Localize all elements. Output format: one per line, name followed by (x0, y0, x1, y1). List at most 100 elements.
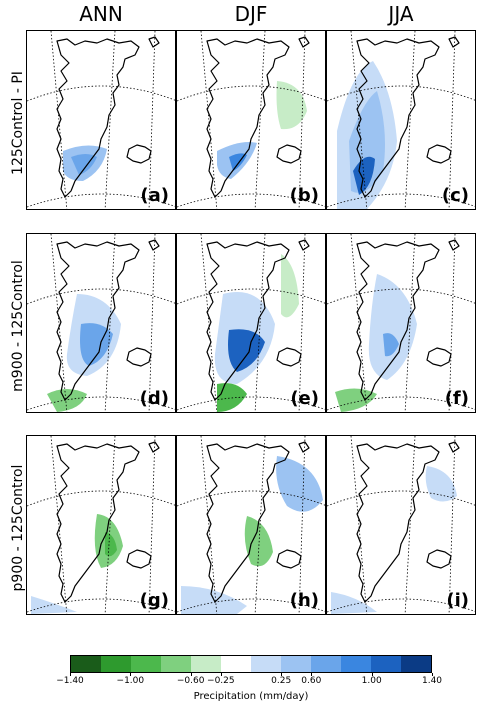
anomaly-shading-3 (47, 389, 87, 412)
greenland-coastline (56, 241, 140, 401)
anomaly-shading-1 (276, 456, 323, 512)
anomaly-shading-2 (383, 333, 399, 357)
graticule-line-5 (448, 31, 456, 209)
map-panel-3: (c) (326, 30, 476, 210)
colorbar-segment-1 (71, 656, 101, 672)
greenland-coastline (356, 241, 440, 401)
colorbar-tick-label: 1.00 (361, 676, 382, 686)
iceland-coastline (426, 347, 452, 367)
anomaly-shading-2 (228, 329, 265, 372)
graticule-line-5 (448, 436, 456, 614)
anomaly-shading-2 (105, 532, 117, 557)
greenland-coastline (56, 443, 140, 603)
anomaly-shading-1 (425, 466, 457, 502)
graticule-line-5 (148, 234, 156, 412)
map-drawing (327, 234, 475, 412)
greenland-coastline (206, 241, 290, 401)
graticule-line-2 (27, 396, 175, 411)
graticule-line-4 (404, 436, 416, 614)
column-title-djf: DJF (234, 2, 268, 26)
graticule-line-2 (327, 193, 475, 208)
map-drawing (27, 31, 175, 209)
colorbar-segment-11 (371, 656, 401, 672)
colorbar-segment-6 (221, 656, 251, 672)
graticule-line-1 (27, 490, 175, 507)
graticule-line-5 (298, 234, 306, 412)
greenland-coastline (206, 443, 290, 603)
anomaly-shading-1 (276, 81, 307, 130)
graticule-line-2 (27, 598, 175, 613)
graticule-line-3 (350, 436, 368, 614)
row-title-3: p900 - 125Control (10, 464, 26, 592)
colorbar-segment-4 (161, 656, 191, 672)
colorbar (70, 655, 432, 673)
iceland-coastline (126, 549, 152, 569)
svalbard-coastline (148, 441, 160, 453)
graticule-line-3 (50, 234, 68, 412)
iceland-coastline (276, 347, 302, 367)
iceland-coastline (426, 549, 452, 569)
graticule-line-1 (27, 288, 175, 305)
map-panel-1: (a) (26, 30, 176, 210)
svalbard-coastline (148, 239, 160, 251)
iceland-coastline (276, 549, 302, 569)
graticule-line-2 (177, 396, 325, 411)
colorbar-segment-7 (251, 656, 281, 672)
graticule-line-3 (200, 436, 218, 614)
panel-label: (e) (290, 388, 319, 409)
colorbar-tick-mark (371, 673, 373, 676)
row-title-2: m900 - 125Control (10, 260, 26, 392)
anomaly-shading-2 (331, 592, 377, 614)
colorbar-tick-label: −1.00 (116, 676, 145, 686)
graticule-line-3 (50, 436, 68, 614)
colorbar-tick-mark (311, 673, 313, 676)
svalbard-coastline (448, 36, 460, 48)
svalbard-coastline (148, 36, 160, 48)
map-drawing (177, 234, 325, 412)
anomaly-shading-3 (281, 254, 299, 318)
map-drawing (177, 31, 325, 209)
graticule-line-3 (350, 31, 368, 209)
iceland-coastline (426, 144, 452, 164)
greenland-coastline (356, 443, 440, 603)
colorbar-segment-10 (341, 656, 371, 672)
map-drawing (327, 31, 475, 209)
graticule-line-2 (327, 598, 475, 613)
graticule-line-1 (177, 490, 325, 507)
colorbar-segment-5 (191, 656, 221, 672)
graticule-line-1 (177, 85, 325, 102)
graticule-line-2 (177, 193, 325, 208)
svalbard-coastline (298, 239, 310, 251)
colorbar-tick-mark (70, 673, 71, 676)
svalbard-coastline (448, 239, 460, 251)
map-panel-8: (h) (176, 435, 326, 615)
graticule-line-4 (104, 31, 116, 209)
colorbar-tick-mark (432, 673, 433, 676)
map-panel-2: (b) (176, 30, 326, 210)
column-title-jja: JJA (388, 2, 414, 26)
panel-label: (h) (289, 590, 319, 611)
map-drawing (177, 436, 325, 614)
panel-label: (a) (140, 185, 169, 206)
iceland-coastline (126, 347, 152, 367)
column-title-ann: ANN (79, 2, 123, 26)
colorbar-tick-mark (281, 673, 283, 676)
anomaly-shading-3 (31, 596, 77, 614)
graticule-line-4 (254, 31, 266, 209)
colorbar-segment-2 (101, 656, 131, 672)
graticule-line-1 (327, 288, 475, 305)
colorbar-tick-label: 0.60 (301, 676, 322, 686)
map-panel-5: (e) (176, 233, 326, 413)
map-panel-9: (i) (326, 435, 476, 615)
graticule-line-3 (350, 234, 368, 412)
anomaly-shading-3 (353, 156, 375, 195)
iceland-coastline (126, 144, 152, 164)
map-panel-6: (f) (326, 233, 476, 413)
graticule-line-2 (327, 396, 475, 411)
graticule-line-3 (200, 234, 218, 412)
colorbar-tick-mark (190, 673, 192, 676)
colorbar-segment-9 (311, 656, 341, 672)
graticule-line-2 (27, 193, 175, 208)
colorbar-tick-mark (130, 673, 132, 676)
colorbar-tick-label: 1.40 (421, 676, 443, 686)
